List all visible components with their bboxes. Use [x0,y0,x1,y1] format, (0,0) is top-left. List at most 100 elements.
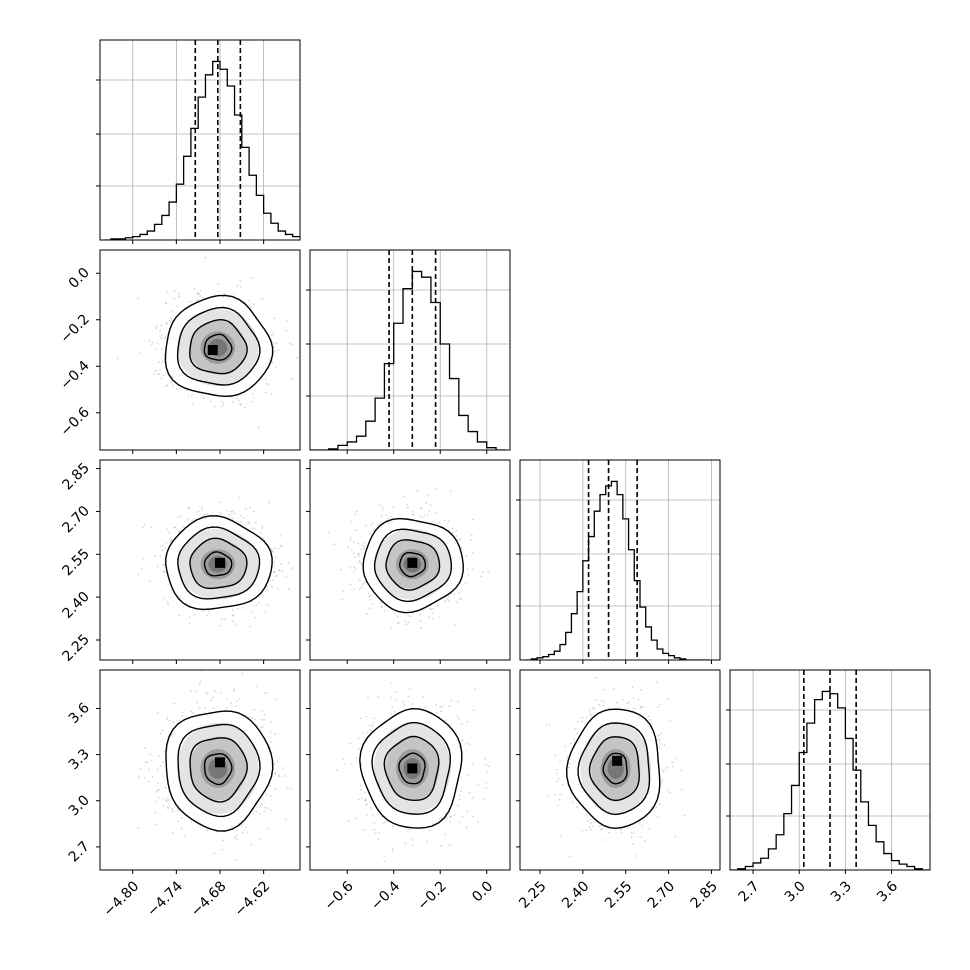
sample-point [458,598,461,600]
sample-point [275,366,277,368]
sample-point [137,297,140,300]
sample-point [407,614,410,617]
histogram-step [730,690,930,870]
sample-point [223,292,226,295]
contour-line [373,528,452,603]
sample-point [261,525,264,528]
sample-point [170,538,173,541]
sample-point [455,534,458,537]
axes-frame [99,39,301,241]
density-peak [215,557,225,568]
hist-panel-0 [96,39,301,241]
sample-point [170,319,173,322]
sample-point [276,574,278,577]
sample-point [234,623,236,625]
sample-point [166,528,168,531]
sample-point [427,494,429,496]
sample-point [158,361,161,364]
sample-point [248,716,251,719]
hist-panel-1 [306,249,511,451]
sample-point [449,490,452,492]
sample-point [255,605,258,607]
sample-point [435,512,438,515]
sample-point [291,377,294,380]
histogram-step [310,270,506,450]
sample-point [242,607,245,609]
sample-point [358,588,361,591]
sample-point [166,601,169,603]
sample-point [167,603,169,605]
sample-point [222,839,225,842]
sample-point [458,592,460,595]
sample-point [140,568,143,570]
sample-point [166,291,169,294]
sample-point [250,843,252,846]
sample-point [168,319,171,322]
sample-point [307,610,309,612]
sample-point [403,495,405,498]
sample-point [354,556,356,559]
sample-point [259,532,262,534]
sample-point [268,501,271,504]
sample-point [148,340,151,342]
axes-frame [729,669,931,871]
sample-point [212,707,215,709]
sample-point [177,516,180,519]
sample-point [354,568,357,571]
sample-point [181,711,184,714]
sample-point [173,702,176,705]
sample-point [266,585,268,588]
sample-point [436,604,439,607]
sample-point [178,614,181,617]
sample-point [173,526,176,529]
sample-point [359,561,361,564]
sample-point [226,509,229,512]
sample-point [271,341,274,344]
sample-point [221,400,223,403]
sample-point [278,569,281,571]
sample-point [240,403,242,406]
sample-point [378,504,381,506]
sample-point [231,620,234,622]
sample-point [385,514,387,517]
sample-point [269,784,272,787]
sample-point [160,337,163,340]
sample-point [263,806,266,809]
sample-point [279,535,282,537]
sample-point [472,568,475,571]
sample-point [157,565,159,568]
sample-point [196,701,199,704]
sample-point [164,547,167,550]
sample-point [168,719,171,722]
sample-point [354,513,356,516]
sample-point [363,545,365,548]
sample-point [204,257,207,259]
sample-point [272,579,274,582]
sample-point [206,828,209,831]
sample-point [165,385,167,388]
sample-point [272,331,275,334]
sample-point [466,567,469,570]
sample-point [268,604,271,607]
sample-point [472,552,474,554]
sample-point [159,555,162,557]
sample-point [407,621,410,624]
sample-point [188,506,190,509]
sample-point [366,613,368,615]
sample-point [361,584,364,587]
sample-point [165,302,168,305]
density-panel-1-0 [96,249,301,454]
sample-point [178,719,181,722]
sample-point [360,587,363,589]
sample-point [277,774,280,777]
sample-point [421,516,424,519]
sample-point [139,767,142,770]
sample-point [232,614,235,617]
sample-point [160,333,163,336]
sample-point [349,539,351,541]
sample-point [347,546,349,548]
sample-point [150,526,153,528]
sample-point [380,606,383,608]
sample-point [264,713,266,716]
sample-point [265,382,268,385]
